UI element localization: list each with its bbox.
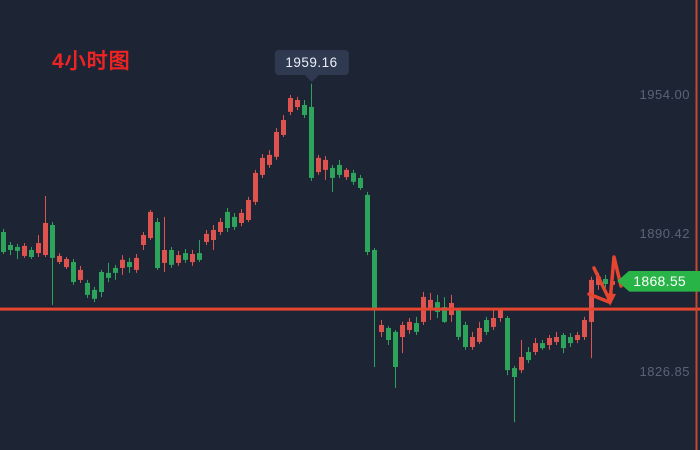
candle [365, 191, 370, 256]
candle [92, 286, 97, 303]
candle [428, 293, 433, 320]
price-axis-tick-label: 1954.00 [639, 87, 690, 103]
candle [470, 331, 475, 350]
last-price-tag: 1868.55 [617, 270, 700, 292]
candle [57, 253, 62, 264]
candle [491, 309, 496, 330]
candle [148, 210, 153, 240]
candle [183, 249, 188, 263]
candle [260, 154, 265, 178]
chart-title: 4小时图 [52, 50, 131, 73]
candle [43, 196, 48, 257]
price-axis-tick-label: 1890.42 [639, 225, 690, 241]
candle [127, 257, 132, 273]
arrowhead-down-icon [605, 293, 616, 306]
candle [407, 318, 412, 334]
tooltip-pointer-icon [304, 74, 319, 82]
candle [99, 269, 104, 298]
candle [463, 321, 468, 350]
candle [267, 150, 272, 168]
candle [1, 228, 6, 254]
candle [323, 156, 328, 180]
candle [533, 338, 538, 355]
candle [15, 243, 20, 259]
candle [589, 276, 594, 359]
candle [232, 213, 237, 230]
high-price-tooltip-label: 1959.16 [285, 54, 338, 70]
candle [218, 218, 223, 235]
candle [295, 96, 300, 110]
candle [50, 222, 55, 305]
candle [554, 331, 559, 345]
candle [78, 265, 83, 283]
candle [505, 316, 510, 376]
candle [344, 167, 349, 180]
candle [526, 347, 531, 364]
candle [120, 255, 125, 275]
candle [246, 196, 251, 222]
candle [162, 216, 167, 272]
candle [134, 254, 139, 273]
candle [372, 248, 377, 367]
candle [190, 250, 195, 266]
right-axis-border-line [695, 0, 698, 450]
price-axis-tick-label: 1826.85 [639, 364, 690, 380]
candle [176, 250, 181, 266]
candle [414, 316, 419, 335]
candle [351, 169, 356, 185]
candle [106, 262, 111, 283]
bounce-arrow-annotation [587, 255, 623, 306]
candle [568, 333, 573, 347]
candle [274, 128, 279, 160]
candle [155, 218, 160, 270]
candle [400, 321, 405, 354]
candle [239, 209, 244, 227]
candle [512, 365, 517, 423]
candle [211, 225, 216, 250]
candle [379, 320, 384, 337]
candle [519, 340, 524, 374]
candle [8, 242, 13, 256]
candle [575, 331, 580, 344]
candle [435, 294, 440, 318]
candle [204, 230, 209, 245]
support-resistance-line [0, 307, 700, 311]
candle [85, 279, 90, 298]
candle [113, 264, 118, 280]
candle [386, 326, 391, 345]
candle [71, 259, 76, 285]
candle [29, 247, 34, 259]
candle [197, 240, 202, 262]
candle [547, 335, 552, 350]
candle [330, 164, 335, 192]
candle [603, 274, 608, 288]
candle [540, 340, 545, 350]
candle [477, 321, 482, 344]
candle [484, 316, 489, 335]
candle [169, 247, 174, 268]
candle [337, 159, 342, 178]
candle [393, 330, 398, 388]
candle [582, 316, 587, 340]
candle [36, 235, 41, 257]
candle [561, 333, 566, 354]
last-price-tag-label: 1868.55 [633, 272, 686, 289]
candle [309, 83, 314, 181]
candle [225, 208, 230, 232]
candle [253, 169, 258, 205]
candle [22, 243, 27, 258]
candle [281, 115, 286, 137]
candle [316, 154, 321, 175]
high-price-tooltip: 1959.16 [274, 49, 349, 82]
candle [141, 232, 146, 250]
candlestick-series [1, 83, 615, 423]
candle [64, 257, 69, 269]
candle [302, 100, 307, 119]
candle [358, 174, 363, 190]
candle [288, 95, 293, 115]
candle [456, 308, 461, 340]
